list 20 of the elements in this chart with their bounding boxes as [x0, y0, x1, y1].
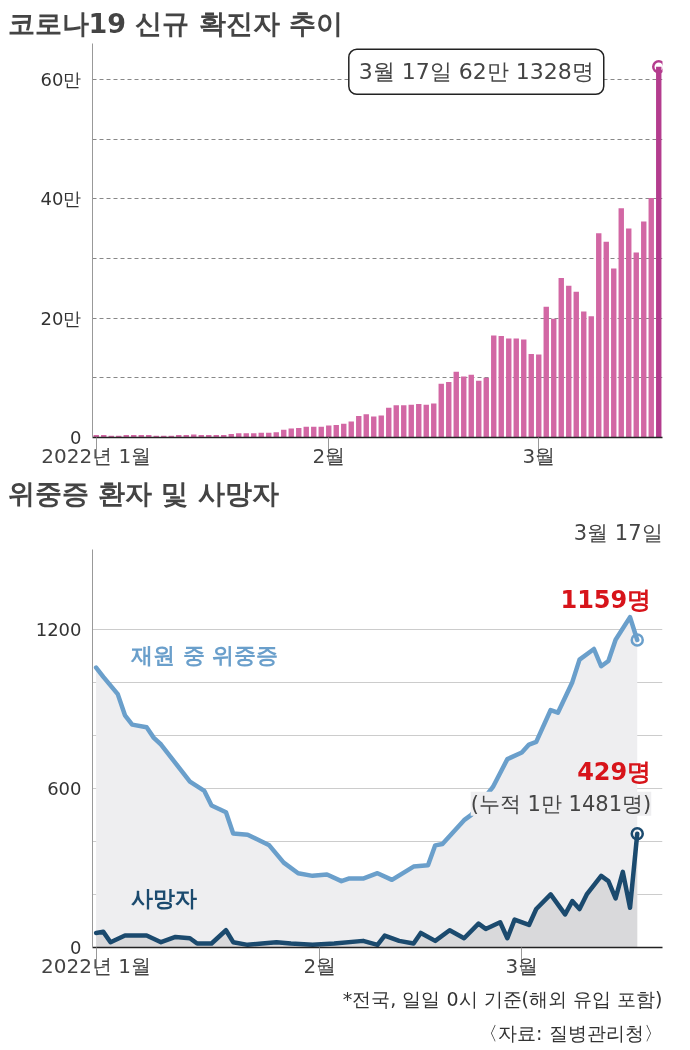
text: 3월 17일: [573, 520, 663, 545]
chart-title: 코로나19 신규 확진자 추이: [7, 7, 344, 39]
x-tick-label: 2월: [303, 953, 337, 978]
y-tick-label: 600: [47, 777, 82, 799]
text: 〈자료: 질병관리청〉: [479, 1021, 663, 1044]
x-tick-label: 3월: [505, 953, 539, 978]
y-tick-label: 20만: [40, 307, 82, 329]
y-tick-label: 1200: [35, 618, 82, 640]
series-label: 사망자: [131, 886, 198, 912]
text: *전국, 일일 0시 기준(해외 유입 포함): [342, 987, 663, 1010]
annotation: (누적 1만 1481명): [470, 791, 652, 816]
chart-title: 위중증 환자 및 사망자: [7, 477, 279, 509]
annotation: 1159명: [560, 585, 652, 614]
annotation: 3월 17일 62만 1328명: [358, 59, 594, 85]
y-tick-label: 40만: [40, 188, 82, 210]
x-tick-label: 2월: [312, 443, 346, 468]
series-label: 재원 중 위중증: [130, 643, 279, 669]
y-tick-label: 60만: [40, 68, 82, 90]
x-tick-label: 3월: [522, 443, 556, 468]
annotation: 429명: [577, 757, 652, 786]
